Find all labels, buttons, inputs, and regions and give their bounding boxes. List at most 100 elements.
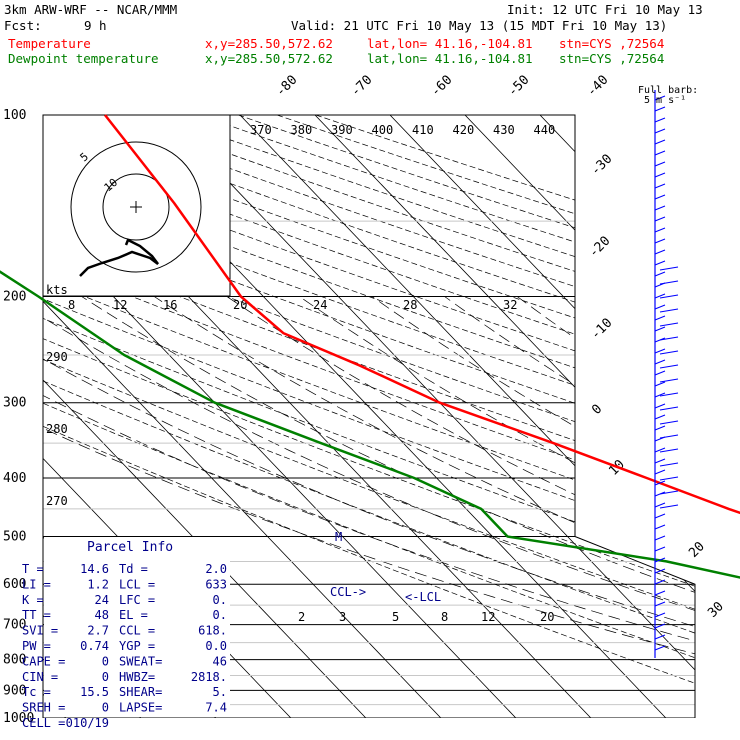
temperature-legend-label: Temperature xyxy=(8,36,91,51)
dry-adiabat xyxy=(276,115,695,718)
pressure-tick-label: 700 xyxy=(3,618,26,633)
parcel-info-value: 7.4 xyxy=(205,701,227,715)
parcel-info-value: 24 xyxy=(95,593,109,607)
dry-adiabat xyxy=(238,115,695,718)
parcel-info-value: 0.74 xyxy=(80,639,109,653)
moist-adiabat xyxy=(154,296,695,718)
parcel-info-value: 618. xyxy=(198,624,227,638)
dewpoint-legend-latlon: lat,lon= 41.16,-104.81 xyxy=(367,51,533,66)
moist-adiabat xyxy=(444,296,695,718)
isotherm-label: 20 xyxy=(686,539,708,561)
isotherm xyxy=(239,115,695,718)
parcel-info-value: 46 xyxy=(213,654,227,668)
theta-label: 370 xyxy=(250,123,272,137)
parcel-info-value: 15.5 xyxy=(80,685,109,699)
isotherm xyxy=(689,115,695,718)
parcel-info-label: SVI = xyxy=(22,624,58,638)
parcel-info-value: 0 xyxy=(102,654,109,668)
parcel-info-value: 0 xyxy=(102,670,109,684)
parcel-info-value: 2.7 xyxy=(87,624,109,638)
parcel-info-value: 010/19 xyxy=(66,716,109,730)
isotherm-label: -80 xyxy=(273,73,300,100)
parcel-info-label: Td = xyxy=(119,562,148,576)
temperature-legend-station: stn=CYS ,72564 xyxy=(559,36,665,51)
parcel-info-label: CCL = xyxy=(119,624,155,638)
temperature-legend-xy: x,y=285.50,572.62 xyxy=(205,36,333,51)
isotherm xyxy=(614,115,695,718)
parcel-info-label: LI = xyxy=(22,577,51,591)
mixing-ratio-label: 8 xyxy=(441,610,448,624)
hodograph-speed-label: 16 xyxy=(163,298,177,312)
mixing-ratio-label: 12 xyxy=(481,610,495,624)
parcel-info-value: 48 xyxy=(95,608,109,622)
parcel-info-label: CAPE = xyxy=(22,654,65,668)
parcel-info-label: YGP = xyxy=(119,639,155,653)
moist-adiabat xyxy=(662,296,695,718)
temperature-line xyxy=(104,114,740,515)
parcel-info-label: T = xyxy=(22,562,44,576)
theta-side-label: 270 xyxy=(46,494,68,508)
isotherm-label: -60 xyxy=(428,73,455,100)
pressure-tick-label: 300 xyxy=(3,396,26,411)
hodograph-speed-label: 32 xyxy=(503,298,517,312)
pressure-tick-label: 100 xyxy=(3,108,26,123)
mixing-ratio-label: 20 xyxy=(540,610,554,624)
init-time: Init: 12 UTC Fri 10 May 13 xyxy=(507,2,703,17)
parcel-info-label: Tc = xyxy=(22,685,51,699)
parcel-info-label: LFC = xyxy=(119,593,155,607)
parcel-info-label: EL = xyxy=(119,608,148,622)
dewpoint-legend-station: stn=CYS ,72564 xyxy=(559,51,665,66)
isotherm xyxy=(43,115,367,718)
pressure-tick-label: 600 xyxy=(3,577,26,592)
pressure-tick-label: 200 xyxy=(3,290,26,305)
isotherm-label: -50 xyxy=(505,73,532,100)
parcel-info-value: 5. xyxy=(213,685,227,699)
moist-adiabat xyxy=(81,296,695,718)
barb-legend-units: 5 m s⁻¹ xyxy=(644,95,686,106)
pressure-tick-label: 800 xyxy=(3,653,26,668)
parcel-info-title: Parcel Info xyxy=(87,540,173,555)
wind-barbs xyxy=(654,90,679,658)
hodograph-trace xyxy=(79,238,159,277)
theta-side-label: 290 xyxy=(46,350,68,364)
hodograph-speed-label: 20 xyxy=(233,298,247,312)
theta-side-label: 280 xyxy=(46,422,68,436)
theta-label: 430 xyxy=(493,123,515,137)
moist-adiabat xyxy=(299,296,695,718)
isotherm-label: -20 xyxy=(586,234,613,261)
pressure-tick-label: 400 xyxy=(3,471,26,486)
parcel-info-label: K = xyxy=(22,593,44,607)
parcel-info-label: CELL = xyxy=(22,716,65,730)
hodograph-speed-label: 24 xyxy=(313,298,327,312)
parcel-info-label: CIN = xyxy=(22,670,58,684)
mixing-ratio-label: 3 xyxy=(339,610,346,624)
theta-label: 390 xyxy=(331,123,353,137)
mixing-ratio-label: 2 xyxy=(298,610,305,624)
parcel-info-label: PW = xyxy=(22,639,51,653)
theta-label: 410 xyxy=(412,123,434,137)
forecast-hour: 9 h xyxy=(84,18,107,33)
theta-label: 400 xyxy=(372,123,394,137)
parcel-info-value: 0.0 xyxy=(205,639,227,653)
moist-adiabat xyxy=(226,296,695,718)
parcel-info-value: 1.2 xyxy=(87,577,109,591)
parcel-info-value: 0 xyxy=(102,701,109,715)
model-title: 3km ARW-WRF -- NCAR/MMM xyxy=(4,2,178,17)
isotherm xyxy=(389,115,695,718)
parcel-info-label: HWBZ= xyxy=(119,670,155,684)
hodograph-speed-label: 12 xyxy=(113,298,127,312)
parcel-info-value: 0. xyxy=(213,593,227,607)
isotherm xyxy=(164,115,695,718)
dewpoint-line xyxy=(0,270,740,579)
parcel-info-label: LCL = xyxy=(119,577,155,591)
hodograph-ring xyxy=(70,141,202,273)
isotherm-label: -30 xyxy=(588,152,615,179)
parcel-info-value: 2.0 xyxy=(205,562,227,576)
parcel-info-label: LAPSE= xyxy=(119,701,162,715)
isotherm xyxy=(43,115,442,718)
lcl-marker: <-LCL xyxy=(405,590,441,604)
isotherm xyxy=(464,115,695,718)
isotherm-label: -10 xyxy=(588,316,615,343)
hodograph-speed-label: 28 xyxy=(403,298,417,312)
dewpoint-legend-label: Dewpoint temperature xyxy=(8,51,159,66)
